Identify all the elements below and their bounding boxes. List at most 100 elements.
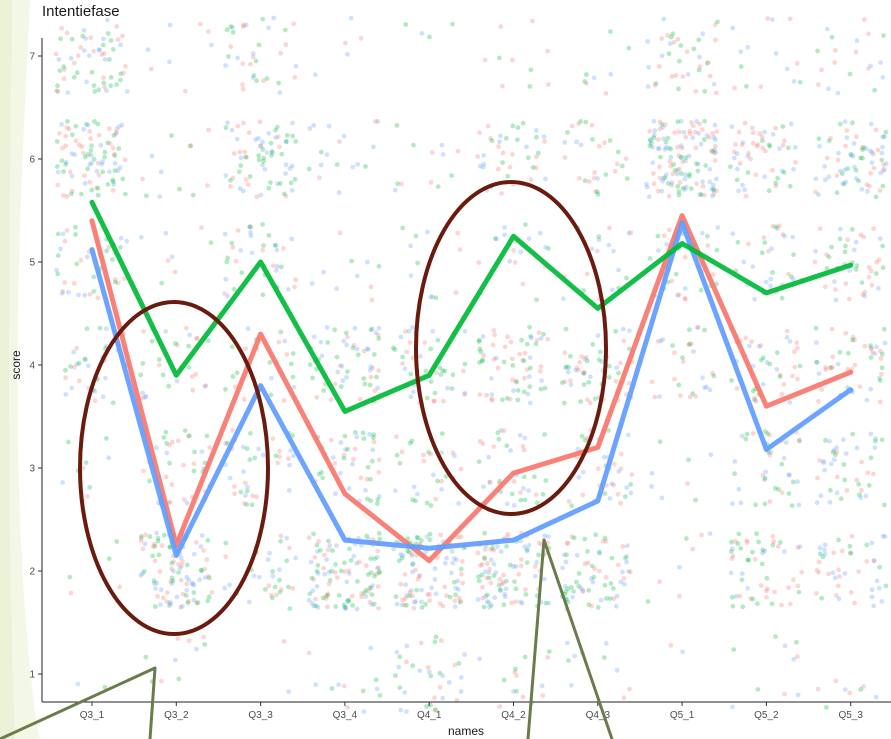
jitter-point	[623, 156, 629, 162]
jitter-point	[234, 370, 240, 376]
jitter-point	[759, 561, 765, 567]
jitter-point	[754, 531, 759, 537]
jitter-point	[772, 589, 777, 595]
jitter-point	[505, 334, 510, 340]
jitter-point	[815, 48, 820, 54]
jitter-point	[191, 461, 197, 467]
jitter-point	[711, 187, 716, 193]
jitter-point	[206, 127, 212, 133]
jitter-point	[813, 248, 818, 254]
jitter-point	[111, 151, 117, 157]
jitter-point	[105, 181, 111, 187]
jitter-point	[252, 455, 258, 461]
jitter-point	[586, 602, 592, 608]
jitter-point	[74, 345, 79, 351]
jitter-point	[235, 123, 241, 129]
jitter-point	[678, 155, 684, 160]
jitter-point	[291, 384, 297, 390]
jitter-point	[856, 178, 861, 184]
jitter-point	[792, 349, 797, 355]
jitter-point	[68, 364, 73, 369]
jitter-point	[577, 176, 582, 181]
jitter-point	[419, 31, 425, 36]
jitter-point	[409, 553, 415, 558]
jitter-point	[838, 496, 844, 502]
jitter-point	[311, 577, 317, 582]
jitter-point	[182, 88, 188, 94]
jitter-point	[512, 260, 518, 265]
jitter-point	[732, 538, 738, 544]
jitter-point	[176, 561, 181, 567]
jitter-point	[256, 446, 261, 452]
jitter-point	[735, 239, 741, 245]
jitter-point	[100, 394, 106, 400]
jitter-point	[602, 491, 608, 496]
jitter-point	[813, 176, 819, 182]
jitter-point	[510, 123, 516, 129]
jitter-point	[615, 491, 621, 497]
jitter-point	[477, 163, 483, 169]
jitter-point	[786, 145, 791, 151]
jitter-point	[613, 378, 619, 384]
jitter-point	[880, 533, 886, 539]
jitter-point	[668, 34, 674, 40]
jitter-point	[266, 130, 271, 136]
jitter-point	[693, 145, 699, 151]
jitter-point	[701, 137, 707, 142]
jitter-point	[850, 337, 855, 343]
jitter-point	[562, 584, 568, 589]
jitter-point	[511, 388, 516, 394]
jitter-point	[87, 162, 93, 167]
jitter-point	[478, 349, 484, 355]
jitter-point	[528, 335, 534, 341]
jitter-point	[403, 329, 408, 334]
jitter-point	[744, 538, 750, 543]
jitter-point	[657, 394, 662, 399]
jitter-point	[95, 295, 101, 301]
jitter-point	[462, 361, 468, 367]
jitter-point	[248, 431, 253, 436]
jitter-point	[795, 376, 800, 382]
jitter-point	[199, 533, 205, 538]
jitter-point	[576, 121, 581, 127]
jitter-point	[868, 63, 873, 69]
jitter-point	[223, 63, 229, 68]
jitter-point	[795, 692, 801, 698]
jitter-point	[657, 175, 663, 181]
jitter-point	[860, 147, 865, 153]
jitter-point	[747, 343, 752, 349]
jitter-point	[611, 248, 616, 254]
jitter-point	[880, 351, 885, 357]
jitter-point	[205, 598, 211, 604]
jitter-point	[337, 363, 343, 368]
jitter-point	[568, 585, 574, 590]
jitter-point	[597, 550, 602, 556]
jitter-point	[480, 441, 486, 447]
jitter-point	[765, 16, 771, 21]
jitter-point	[345, 52, 350, 57]
jitter-point	[272, 242, 278, 248]
jitter-point	[510, 377, 515, 383]
jitter-point	[509, 600, 515, 606]
jitter-point	[848, 550, 853, 556]
jitter-point	[578, 585, 584, 591]
jitter-point	[705, 243, 711, 248]
jitter-point	[376, 470, 382, 475]
jitter-point	[306, 650, 312, 656]
jitter-point	[456, 586, 461, 592]
jitter-point	[262, 167, 268, 172]
jitter-point	[796, 437, 802, 443]
jitter-point	[498, 588, 503, 593]
jitter-point	[161, 595, 166, 601]
jitter-point	[819, 67, 824, 73]
jitter-point	[199, 225, 204, 231]
jitter-point	[853, 239, 859, 245]
jitter-point	[368, 476, 373, 482]
jitter-point	[849, 227, 855, 232]
jitter-point	[833, 297, 839, 303]
jitter-point	[72, 152, 78, 158]
jitter-point	[762, 475, 768, 481]
jitter-point	[835, 583, 841, 589]
jitter-point	[511, 689, 516, 694]
jitter-point	[702, 327, 707, 333]
